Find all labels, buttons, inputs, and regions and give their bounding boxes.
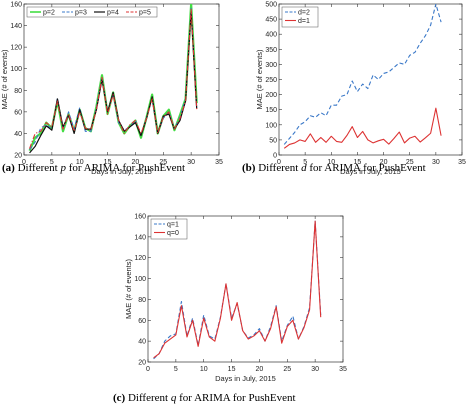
x-tick-label: 35 — [215, 159, 223, 166]
x-tick-label: 25 — [406, 159, 414, 166]
x-axis-label: Days in July, 2015 — [91, 167, 152, 176]
series-group — [153, 220, 322, 360]
x-tick-label: 25 — [283, 366, 291, 373]
y-tick-label: 120 — [134, 255, 146, 262]
x-tick-label: 5 — [303, 159, 307, 166]
y-tick-label: 200 — [265, 92, 277, 99]
legend-entry: d=2 — [298, 10, 310, 17]
series-group — [28, 4, 198, 154]
y-tick-label: 100 — [10, 66, 22, 73]
chart-1: 0 5 10 15 20 25 30 35 20 40 60 80 100 120 140 160 Days i… — [0, 2, 223, 177]
caption-label: (a) — [2, 162, 18, 174]
series-line-d=1 — [283, 107, 442, 149]
y-axis-label: MAE (# of events) — [255, 49, 264, 110]
y-axis-label: MAE (# of events) — [0, 49, 9, 110]
y-tick-label: 160 — [10, 2, 22, 9]
x-tick-label: 10 — [76, 159, 84, 166]
y-tick-label: 150 — [265, 107, 277, 114]
y-axis-label: MAE (# of events) — [124, 258, 133, 319]
figure-caption: (c) Different q for ARIMA for PushEvent — [113, 392, 296, 404]
legend-entry: p=4 — [107, 10, 119, 17]
legend: p=2 p=3 p=4 p=5 — [26, 6, 158, 18]
x-tick-label: 0 — [146, 366, 150, 373]
x-axis-label: Days in July, 2015 — [215, 374, 276, 383]
series-line-d=2 — [283, 4, 442, 145]
x-tick-label: 5 — [50, 159, 54, 166]
y-tick-label: 60 — [14, 109, 22, 116]
y-tick-label: 350 — [265, 47, 277, 54]
chart-2: 0 5 10 15 20 25 30 3505010015020025030035040045… — [242, 2, 466, 177]
x-tick-label: 10 — [200, 366, 208, 373]
series-line-p=5 — [29, 8, 198, 149]
y-tick-label: 250 — [265, 77, 277, 84]
figure-caption: (b) Different d for ARIMA for PushEvent — [242, 162, 426, 174]
x-tick-label: 25 — [159, 159, 167, 166]
y-tick-label: 80 — [14, 88, 22, 95]
y-tick-label: 100 — [265, 122, 277, 129]
x-tick-label: 15 — [228, 366, 236, 373]
x-tick-label: 15 — [104, 159, 112, 166]
y-tick-label: 120 — [10, 45, 22, 52]
y-tick-label: 80 — [138, 297, 146, 304]
y-tick-label: 60 — [138, 318, 146, 325]
caption-label: (c) — [113, 392, 128, 404]
x-tick-label: 5 — [174, 366, 178, 373]
chart-3: 0 5 10 15 20 25 30 35 20 40 60 80 100 120 140 160 Days i… — [113, 214, 347, 405]
y-tick-label: 160 — [134, 214, 146, 221]
legend-entry: p=5 — [139, 10, 151, 17]
series-line-p=4 — [29, 10, 198, 154]
series-group — [283, 4, 442, 149]
y-tick-label: 450 — [265, 17, 277, 24]
x-tick-label: 30 — [311, 366, 319, 373]
x-axis-label: Days in July, 2015 — [340, 167, 401, 176]
y-tick-label: 400 — [265, 32, 277, 39]
y-tick-label: 20 — [14, 153, 22, 160]
figure-caption: (a) Different p for ARIMA for PushEvent — [2, 162, 185, 174]
legend-entry: p=3 — [75, 10, 87, 17]
x-tick-label: 0 — [277, 159, 281, 166]
y-tick-label: 300 — [265, 62, 277, 69]
legend-entry: p=2 — [43, 10, 55, 17]
series-line-q=0 — [153, 220, 322, 359]
x-tick-label: 30 — [187, 159, 195, 166]
legend-box — [26, 6, 158, 18]
y-tick-label: 50 — [269, 137, 277, 144]
y-tick-label: 140 — [10, 23, 22, 30]
x-tick-label: 20 — [132, 159, 140, 166]
x-tick-label: 20 — [256, 366, 264, 373]
legend-entry: q=1 — [167, 222, 179, 229]
y-tick-label: 40 — [14, 131, 22, 138]
legend: d=2d=1 — [281, 6, 319, 28]
y-tick-label: 20 — [138, 360, 146, 367]
y-tick-label: 100 — [134, 276, 146, 283]
x-tick-label: 10 — [327, 159, 335, 166]
x-tick-label: 20 — [380, 159, 388, 166]
y-tick-label: 140 — [134, 234, 146, 241]
x-tick-label: 15 — [354, 159, 362, 166]
x-tick-label: 35 — [339, 366, 347, 373]
legend-entry: d=1 — [298, 18, 310, 25]
y-tick-label: 500 — [265, 2, 277, 9]
legend: q=1q=0 — [150, 218, 188, 240]
x-tick-label: 35 — [458, 159, 466, 166]
legend-entry: q=0 — [167, 230, 179, 237]
caption-label: (b) — [242, 162, 258, 174]
y-tick-label: 0 — [273, 153, 277, 160]
x-tick-label: 30 — [432, 159, 440, 166]
x-tick-label: 0 — [22, 159, 26, 166]
y-tick-label: 40 — [138, 339, 146, 346]
